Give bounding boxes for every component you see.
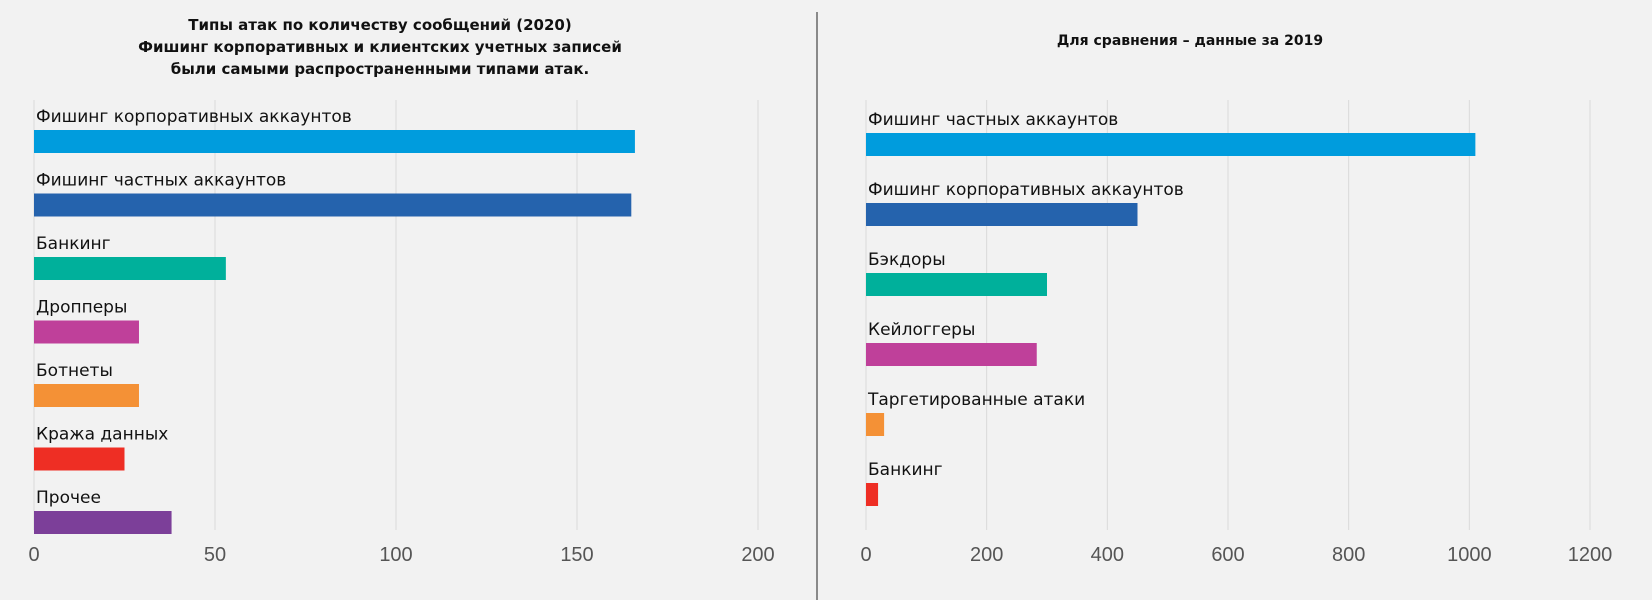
category-label: Кейлоггеры [868,320,975,340]
category-label: Банкинг [36,234,111,254]
bar [34,257,226,280]
bar [34,193,632,217]
tick-label: 150 [560,544,593,566]
category-label: Фишинг корпоративных аккаунтов [868,180,1184,200]
tick-label: 0 [28,544,39,566]
bar [34,384,139,407]
tick-label: 1200 [1568,544,1613,566]
bar [34,511,172,534]
chart-title-2019: Для сравнения – данные за 2019 [1056,33,1324,49]
bar [866,483,879,506]
tick-label: 200 [970,544,1003,566]
bar [34,130,635,153]
tick-label: 800 [1332,544,1365,566]
bar [34,447,125,471]
chart-2020: Типы атак по количеству сообщений (2020)… [0,0,816,600]
tick-label: 600 [1211,544,1244,566]
bar [866,133,1476,156]
panel-divider [816,12,818,600]
tick-label: 50 [204,544,226,566]
chart-2019: Для сравнения – данные за 2019 Фишинг ча… [820,0,1652,600]
chart-title-2020: Типы атак по количеству сообщений (2020)… [138,16,622,78]
bar [866,343,1037,366]
tick-label: 200 [741,544,774,566]
bar-chart-2020: Фишинг корпоративных аккаунтов Фишинг час… [28,100,775,566]
bar-chart-2019: Фишинг частных аккаунтов Фишинг корпорати… [860,100,1613,566]
bar [866,203,1138,226]
tick-label: 0 [860,544,871,566]
tick-label: 100 [379,544,412,566]
category-label: Таргетированные атаки [867,390,1085,410]
bar [34,320,139,344]
category-label: Прочее [36,488,101,508]
category-label: Фишинг корпоративных аккаунтов [36,107,352,127]
category-label: Кража данных [36,425,168,445]
category-label: Фишинг частных аккаунтов [36,171,286,191]
category-label: Ботнеты [36,361,113,381]
bar [866,413,885,436]
category-label: Дропперы [36,298,127,318]
category-label: Фишинг частных аккаунтов [868,110,1118,130]
tick-label: 400 [1091,544,1124,566]
tick-label: 1000 [1447,544,1492,566]
category-label: Банкинг [868,460,943,480]
category-label: Бэкдоры [868,250,946,270]
bar [866,273,1047,296]
